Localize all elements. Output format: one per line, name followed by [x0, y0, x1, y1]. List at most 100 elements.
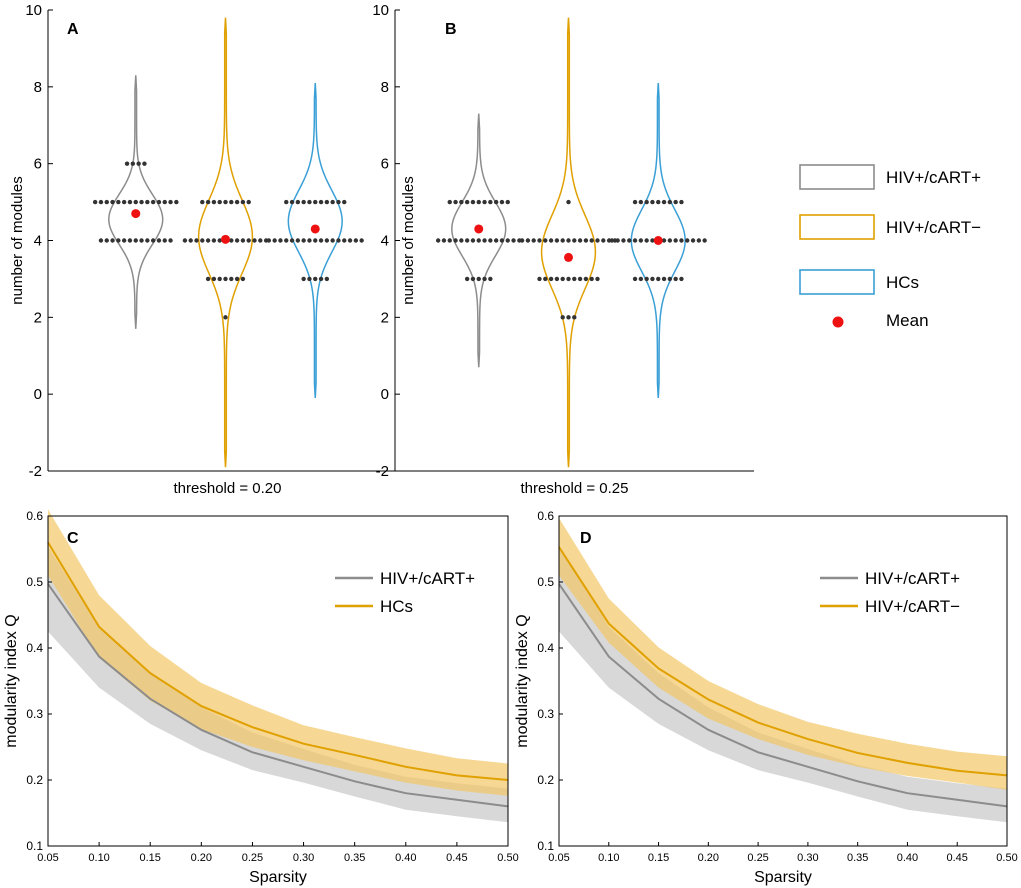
data-dot	[240, 238, 246, 243]
data-dot	[667, 199, 673, 205]
data-dot	[127, 199, 133, 205]
data-dot	[295, 199, 301, 205]
data-dot	[116, 199, 121, 205]
data-dot	[453, 238, 458, 243]
mean-marker	[564, 252, 573, 262]
data-dot	[217, 238, 222, 243]
x-axis-label: threshold = 0.20	[174, 480, 282, 497]
data-dot	[548, 276, 554, 282]
confidence-band-HIV+/cART+	[559, 547, 1007, 823]
data-dot	[537, 238, 542, 243]
data-dot	[644, 276, 649, 282]
data-dot	[499, 238, 505, 243]
data-dot	[229, 199, 234, 205]
x-tick-label: 0.45	[446, 852, 467, 864]
data-dot	[124, 161, 130, 166]
x-axis-label: Sparsity	[249, 869, 307, 886]
panel-label: C	[67, 530, 79, 547]
x-tick-label: 0.35	[847, 852, 868, 864]
plot-frame	[47, 515, 509, 847]
data-dot	[621, 238, 626, 243]
data-dot	[679, 276, 684, 282]
line-panel-D: 0.05 0.10 0.15 0.20 0.25 0.30 0.35 0.40 0.45 0.50…	[514, 509, 1018, 886]
data-dot	[92, 199, 98, 205]
x-tick-label: 0.20	[191, 852, 212, 864]
data-dot	[133, 199, 138, 205]
data-dot	[301, 276, 306, 282]
data-dot	[702, 238, 707, 243]
data-dot	[661, 238, 667, 243]
y-axis-label: modularity index Q	[514, 614, 531, 747]
data-dot	[200, 238, 205, 243]
data-dot	[560, 238, 565, 243]
data-dot	[313, 238, 318, 243]
mean-marker	[221, 234, 230, 244]
data-dot	[258, 238, 263, 243]
data-dot	[307, 276, 312, 282]
data-dot	[488, 238, 493, 243]
data-dot	[246, 199, 251, 205]
x-tick-label: 0.45	[947, 852, 968, 864]
data-dot	[205, 238, 211, 243]
y-tick-label: 0.1	[537, 839, 554, 853]
legend: HIV+/cART+ HIV+/cART− HCs Mean	[799, 164, 981, 330]
x-tick-label: 0.25	[242, 852, 263, 864]
data-dot	[162, 238, 167, 243]
data-dot	[278, 238, 283, 243]
data-dot	[548, 238, 554, 243]
data-dot	[98, 199, 104, 205]
y-tick-label: -2	[29, 463, 42, 480]
data-dot	[589, 238, 594, 243]
x-tick-label: 0.05	[37, 852, 58, 864]
x-tick-label: 0.30	[797, 852, 818, 864]
legend-label: HIV+/cART+	[886, 168, 981, 187]
data-dot	[240, 276, 246, 282]
data-dot	[150, 199, 156, 205]
data-dot	[650, 238, 655, 243]
y-axis-label: number of modules	[9, 176, 26, 304]
x-tick-label: 0.20	[698, 852, 719, 864]
data-dot	[342, 238, 347, 243]
x-axis-label: threshold = 0.25	[521, 480, 629, 497]
data-dot	[572, 238, 577, 243]
data-dot	[531, 238, 536, 243]
data-dot	[459, 199, 464, 205]
legend-label: HIV+/cART+	[865, 569, 960, 588]
data-dot	[130, 161, 136, 166]
data-dot	[577, 276, 583, 282]
data-dot	[110, 238, 115, 243]
data-dot	[464, 238, 470, 243]
violin-HIV+/cART+	[108, 75, 164, 329]
data-dot	[318, 238, 324, 243]
data-dot	[566, 238, 571, 243]
data-dot	[476, 238, 481, 243]
data-dot	[252, 238, 257, 243]
data-dot	[223, 315, 228, 320]
data-dot	[234, 199, 240, 205]
data-dot	[661, 276, 667, 282]
data-dot	[182, 238, 188, 243]
y-axis-label: number of modules	[400, 176, 417, 304]
data-dot	[464, 276, 470, 282]
data-dot	[229, 238, 234, 243]
data-dot	[577, 238, 583, 243]
data-dot	[583, 276, 589, 282]
data-dot	[566, 276, 571, 282]
data-dot	[673, 199, 678, 205]
y-tick-label: 0.6	[26, 509, 43, 523]
data-dot	[566, 199, 571, 205]
data-dot	[289, 199, 295, 205]
data-dot	[211, 276, 217, 282]
data-dot	[566, 315, 571, 320]
data-dot	[589, 276, 594, 282]
data-dot	[650, 199, 655, 205]
confidence-band-HCs	[48, 509, 508, 796]
legend-label: HIV+/cART−	[865, 597, 960, 616]
y-tick-label: 0	[34, 386, 42, 403]
data-dot	[217, 276, 222, 282]
data-dot	[324, 276, 330, 282]
violin-panel-A: -2 0 2 4 6 8 10 number of modules threshold = 0.…	[9, 2, 407, 497]
data-dot	[194, 238, 199, 243]
data-dot	[324, 238, 330, 243]
